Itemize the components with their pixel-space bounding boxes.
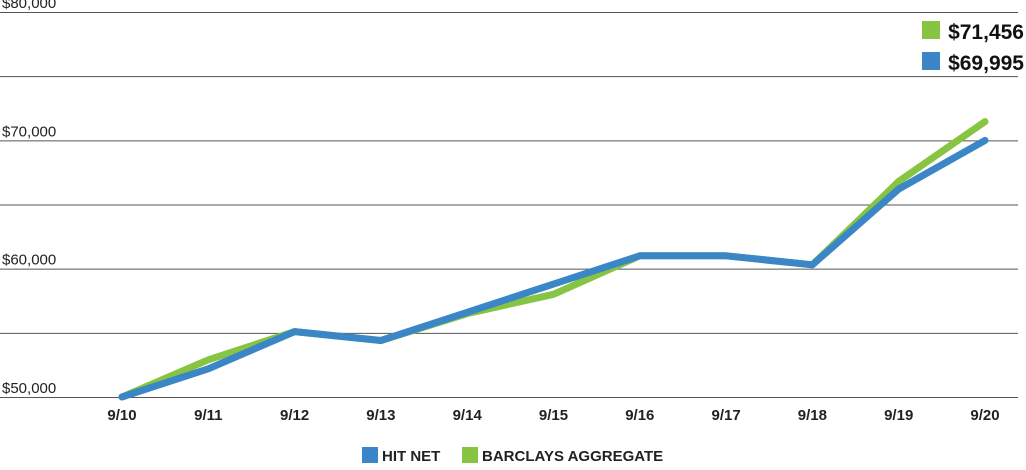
legend-swatch [462, 447, 478, 463]
x-tick-label: 9/15 [539, 407, 568, 424]
y-tick-label: $50,000 [2, 380, 56, 397]
y-axis-tick-labels: $50,000 $60,000 $70,000 $80,000 [2, 0, 56, 397]
series-line-hit-net [118, 136, 989, 401]
end-value-label: $71,456 [948, 21, 1024, 44]
x-tick-label: 9/12 [280, 407, 309, 424]
x-tick-label: 9/16 [625, 407, 654, 424]
x-tick-label: 9/17 [711, 407, 740, 424]
x-tick-label: 9/20 [970, 407, 999, 424]
x-tick-label: 9/18 [798, 407, 827, 424]
x-tick-label: 9/10 [107, 407, 136, 424]
end-label-swatch [922, 21, 940, 39]
y-tick-label: $70,000 [2, 123, 56, 140]
legend-label: HIT NET [382, 448, 440, 465]
x-tick-label: 9/11 [194, 407, 222, 424]
series-line-barclays-aggregate [118, 118, 989, 401]
x-tick-label: 9/13 [366, 407, 395, 424]
x-tick-label: 9/14 [453, 407, 483, 424]
end-value-labels: $71,456 $69,995 [922, 21, 1024, 75]
gridlines [0, 12, 1018, 398]
series-lines [118, 118, 989, 401]
x-axis-tick-labels: 9/10 9/11 9/12 9/13 9/14 9/15 9/16 9/17 9/18 9/19… [107, 407, 999, 424]
legend-swatch [362, 447, 378, 463]
legend: HIT NET BARCLAYS AGGREGATE [362, 447, 663, 465]
y-tick-label: $80,000 [2, 0, 56, 12]
x-tick-label: 9/19 [884, 407, 913, 424]
end-label-swatch [922, 52, 940, 70]
legend-label: BARCLAYS AGGREGATE [482, 448, 663, 465]
y-tick-label: $60,000 [2, 252, 56, 269]
end-value-label: $69,995 [948, 52, 1024, 75]
